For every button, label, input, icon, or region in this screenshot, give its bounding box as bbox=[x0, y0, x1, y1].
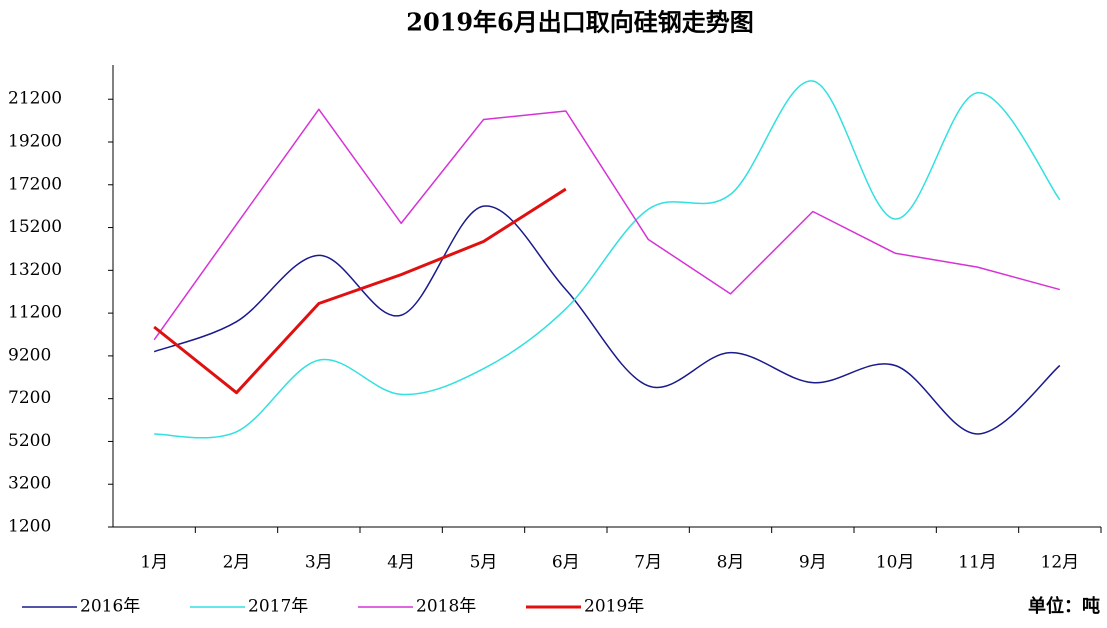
series-line bbox=[154, 80, 1061, 439]
x-tick-label: 6月 bbox=[552, 553, 580, 573]
chart-title: 2019年6月出口取向硅钢走势图 bbox=[406, 8, 754, 37]
x-tick-label: 5月 bbox=[470, 553, 498, 573]
x-tick-label: 9月 bbox=[799, 553, 827, 573]
x-tick-label: 11月 bbox=[958, 553, 997, 573]
y-tick-label: 3200 bbox=[8, 474, 51, 494]
y-tick-label: 11200 bbox=[8, 303, 62, 323]
x-tick-label: 3月 bbox=[305, 553, 333, 573]
y-tick-label: 21200 bbox=[8, 89, 62, 109]
y-tick-label: 9200 bbox=[8, 345, 51, 365]
legend-label: 2016年 bbox=[80, 597, 140, 617]
x-tick-label: 1月 bbox=[140, 553, 168, 573]
y-tick-label: 19200 bbox=[8, 132, 62, 152]
y-tick-label: 13200 bbox=[8, 260, 62, 280]
x-tick-label: 7月 bbox=[634, 553, 662, 573]
x-tick-label: 4月 bbox=[387, 553, 415, 573]
x-tick-label: 8月 bbox=[717, 553, 745, 573]
y-tick-label: 1200 bbox=[8, 517, 51, 537]
y-tick-label: 17200 bbox=[8, 174, 62, 194]
legend-label: 2018年 bbox=[416, 597, 476, 617]
x-tick-label: 12月 bbox=[1041, 553, 1080, 573]
series-line bbox=[153, 187, 567, 395]
x-tick-label: 2月 bbox=[223, 553, 251, 573]
series-line bbox=[153, 205, 1061, 435]
y-tick-label: 15200 bbox=[8, 217, 62, 237]
series-line bbox=[153, 108, 1061, 341]
y-tick-label: 5200 bbox=[8, 431, 51, 451]
y-tick-label: 7200 bbox=[8, 388, 51, 408]
legend-label: 2017年 bbox=[248, 597, 308, 617]
legend-label: 2019年 bbox=[584, 597, 644, 617]
x-tick-label: 10月 bbox=[876, 553, 915, 573]
unit-note: 单位：吨 bbox=[1028, 595, 1100, 617]
